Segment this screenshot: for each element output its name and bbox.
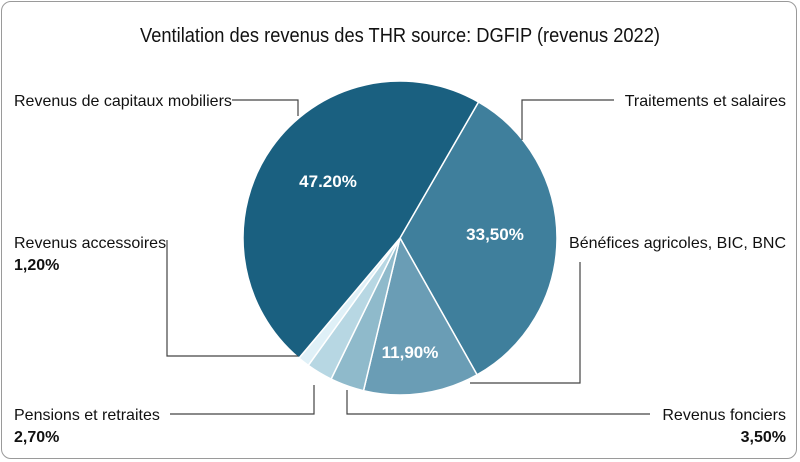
leader-line xyxy=(470,262,581,384)
slice-benefices-agricoles-bic-bnc xyxy=(362,235,479,396)
value-label: 2,70% xyxy=(14,429,59,446)
category-label-revenus-de-capitaux-mobiliers: Revenus de capitaux mobiliers xyxy=(14,93,232,110)
leader-line xyxy=(346,390,650,415)
category-label-pensions-et-retraites: Pensions et retraites xyxy=(14,407,160,424)
value-label: 47.20% xyxy=(299,172,357,191)
category-label-benefices-agricoles-bic-bnc: Bénéfices agricoles, BIC, BNC xyxy=(569,235,786,252)
leader-line xyxy=(166,240,298,357)
chart-title: Ventilation des revenus des THR source: … xyxy=(140,25,660,47)
leader-line xyxy=(232,99,299,116)
category-label-revenus-accessoires: Revenus accessoires xyxy=(14,235,166,252)
value-label: 1,20% xyxy=(14,257,59,274)
leader-line xyxy=(170,385,315,415)
leader-line xyxy=(521,99,614,140)
value-label: 33,50% xyxy=(466,225,524,244)
value-label: 11,90% xyxy=(382,343,439,362)
value-label: 3,50% xyxy=(741,429,786,446)
category-label-traitements-et-salaires: Traitements et salaires xyxy=(625,93,786,110)
slice-revenus-de-capitaux-mobiliers xyxy=(242,80,480,360)
category-label-revenus-fonciers: Revenus fonciers xyxy=(662,407,786,424)
